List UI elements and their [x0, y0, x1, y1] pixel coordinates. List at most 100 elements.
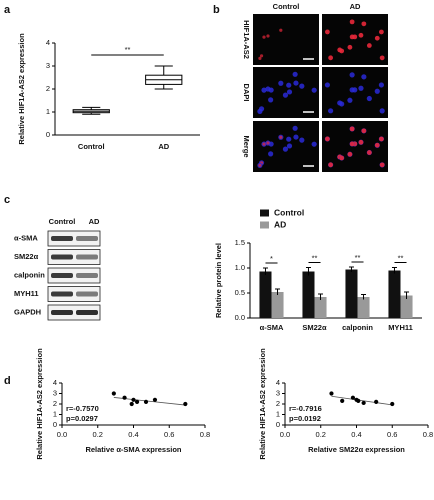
- blot-frame: [47, 286, 101, 302]
- signal: [328, 162, 334, 168]
- point: [122, 395, 127, 400]
- column-label: Control: [273, 2, 300, 11]
- point: [143, 399, 149, 404]
- y-tick-label: 4: [53, 378, 57, 387]
- signal: [328, 55, 334, 61]
- x-tick-label: 0.6: [164, 430, 174, 439]
- signal: [349, 19, 355, 25]
- stat-label: p=0.0297: [66, 414, 98, 423]
- significance: **: [125, 45, 131, 54]
- signal: [259, 54, 264, 58]
- x-tick-label: 0.0: [280, 430, 290, 439]
- band: [51, 310, 73, 315]
- significance: **: [355, 253, 361, 262]
- band: [51, 273, 73, 278]
- y-tick-label: 1: [53, 409, 57, 418]
- nucleus: [265, 86, 271, 92]
- nucleus: [293, 134, 299, 140]
- point: [356, 398, 361, 403]
- point: [374, 399, 379, 404]
- micrograph: [253, 14, 319, 65]
- signal: [339, 155, 345, 161]
- signal: [361, 21, 367, 27]
- nucleus: [366, 95, 372, 102]
- signal: [347, 151, 353, 157]
- signal: [262, 35, 266, 39]
- nucleus: [347, 97, 353, 103]
- band: [76, 273, 98, 278]
- x-tick-label: MYH11: [388, 323, 413, 332]
- y-tick-label: 3: [53, 388, 57, 397]
- nucleus: [286, 143, 293, 149]
- signal: [349, 34, 355, 40]
- x-tick-label: α-SMA: [260, 323, 284, 332]
- signal: [374, 35, 380, 41]
- blot-frame: [47, 249, 101, 265]
- row-label: MYH11: [14, 289, 39, 298]
- point: [340, 398, 345, 403]
- signal: [262, 142, 266, 146]
- x-tick-label: calponin: [342, 323, 373, 332]
- band: [76, 310, 98, 315]
- y-tick-label: 3: [46, 61, 50, 70]
- signal: [347, 44, 353, 50]
- bar: [388, 270, 401, 318]
- y-axis-label: Relative protein level: [214, 243, 223, 318]
- x-tick-label: 0.8: [423, 430, 433, 439]
- panel-label: d: [4, 375, 11, 387]
- point: [134, 399, 140, 404]
- bar: [302, 271, 315, 318]
- row-label: DAPI: [242, 84, 251, 102]
- y-tick-label: 4: [276, 378, 280, 387]
- panel-label: b: [213, 4, 220, 16]
- nucleus: [378, 82, 385, 88]
- signal: [324, 29, 330, 35]
- x-tick-label: 0.8: [200, 430, 210, 439]
- point: [390, 401, 395, 407]
- row-label: Merge: [242, 135, 251, 157]
- band: [76, 254, 98, 260]
- nucleus: [286, 136, 292, 142]
- blot-frame: [47, 230, 101, 247]
- signal: [258, 163, 262, 167]
- nucleus: [268, 151, 274, 157]
- y-tick-label: 1: [276, 409, 280, 418]
- x-tick-label: AD: [158, 142, 169, 151]
- nucleus: [361, 74, 367, 80]
- nucleus: [324, 82, 330, 88]
- y-tick-label: 1.5: [235, 238, 245, 247]
- y-tick-label: 4: [46, 38, 50, 47]
- column-label: AD: [350, 2, 361, 11]
- point: [350, 395, 356, 400]
- legend-label: AD: [274, 219, 286, 229]
- y-tick-label: 0: [276, 420, 280, 429]
- signal: [279, 28, 283, 32]
- row-label: GAPDH: [14, 307, 41, 316]
- x-axis-label: Relative SM22α expression: [308, 445, 405, 454]
- signal: [379, 162, 385, 168]
- y-tick-label: 1: [46, 107, 50, 116]
- stat-label: r=-0.7570: [66, 404, 99, 413]
- nucleus: [339, 101, 345, 107]
- legend-label: Control: [274, 207, 304, 217]
- nucleus: [292, 125, 298, 131]
- legend-swatch: [260, 221, 269, 229]
- nucleus: [374, 88, 380, 94]
- y-tick-label: 0: [46, 130, 50, 139]
- point: [131, 397, 136, 402]
- nucleus: [299, 137, 305, 143]
- nucleus: [278, 80, 284, 86]
- nucleus: [286, 89, 293, 95]
- band: [51, 254, 73, 260]
- significance: **: [312, 253, 318, 262]
- band: [51, 291, 73, 297]
- x-tick-label: 0.4: [128, 430, 138, 439]
- y-tick-label: 3: [276, 388, 280, 397]
- point: [152, 397, 158, 402]
- band: [76, 236, 98, 241]
- signal: [339, 48, 345, 54]
- significance: **: [398, 253, 404, 262]
- signal: [349, 126, 355, 132]
- signal: [358, 32, 364, 38]
